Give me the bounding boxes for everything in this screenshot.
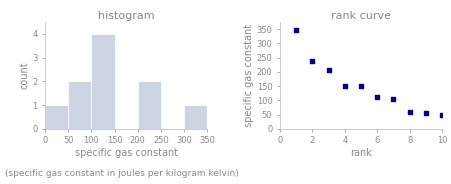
Point: [373, 96, 381, 99]
Point: [406, 111, 413, 114]
Point: [390, 98, 397, 101]
Bar: [68, 81, 92, 129]
Bar: [138, 81, 161, 129]
Point: [357, 85, 364, 88]
Point: [438, 114, 446, 117]
Bar: [45, 105, 68, 129]
Point: [309, 60, 316, 63]
X-axis label: rank: rank: [350, 148, 372, 158]
Y-axis label: count: count: [19, 62, 29, 89]
Text: (specific gas constant in joules per kilogram kelvin): (specific gas constant in joules per kil…: [5, 169, 238, 178]
Bar: [92, 34, 115, 129]
Title: histogram: histogram: [98, 11, 154, 21]
Bar: [184, 105, 207, 129]
Title: rank curve: rank curve: [331, 11, 391, 21]
Y-axis label: specific gas constant: specific gas constant: [244, 24, 254, 127]
Point: [341, 85, 348, 88]
Point: [293, 29, 300, 32]
Point: [422, 111, 429, 114]
X-axis label: specific gas constant: specific gas constant: [74, 148, 178, 158]
Point: [325, 68, 332, 71]
